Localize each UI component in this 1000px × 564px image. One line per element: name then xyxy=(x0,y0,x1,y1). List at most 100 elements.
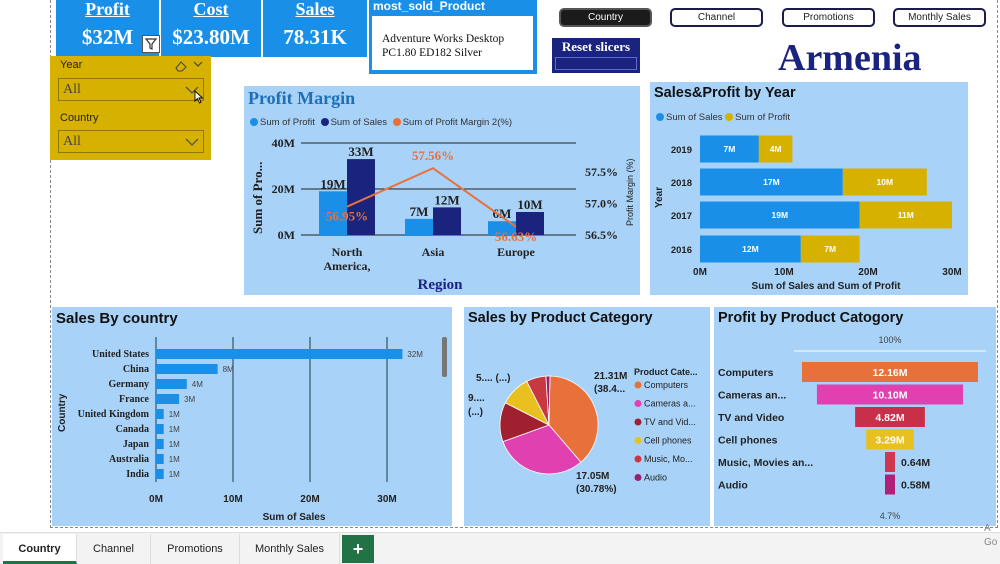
data-label: 6M xyxy=(493,206,512,221)
tab-channel[interactable]: Channel xyxy=(77,534,151,564)
y-tick-label: 2017 xyxy=(671,211,692,222)
profit-by-category-chart: 100% 4.7% 12.16M Computers 10.10M Cameras a… xyxy=(718,335,986,521)
kpi-title: Profit xyxy=(85,0,130,19)
sales-by-country-chart: Country Sum of Sales 0M 10M 20M 30M United S… xyxy=(57,337,423,523)
filter-icon[interactable] xyxy=(142,35,160,53)
data-label: 7M xyxy=(723,144,735,154)
legend-dot xyxy=(634,437,642,444)
data-label: 12M xyxy=(434,192,459,207)
chevron-down-icon xyxy=(185,86,199,94)
corner-text-line: Go xyxy=(984,537,998,548)
country-heading: Armenia xyxy=(778,37,922,79)
kpi-value: $32M xyxy=(81,25,134,49)
category-label: TV and Video xyxy=(718,412,784,424)
bar xyxy=(156,379,187,389)
data-label: 1M xyxy=(169,410,180,419)
legend-text: Cell phones xyxy=(644,436,692,446)
y-tick-label: 2019 xyxy=(671,145,692,156)
data-label: 3M xyxy=(184,395,195,404)
most-sold-title: most_sold_Product xyxy=(373,0,486,13)
funnel-top-pct: 100% xyxy=(878,335,901,345)
nav-button-channel[interactable]: Channel xyxy=(670,8,763,27)
pie-label: 5.... (...) xyxy=(476,373,510,384)
bar-profit xyxy=(859,201,952,229)
data-label: 19M xyxy=(320,176,345,191)
data-label: 4M xyxy=(192,380,203,389)
reset-slicers-button[interactable]: Reset slicers xyxy=(552,38,640,73)
country-slicer-label: Country xyxy=(60,112,99,124)
data-label: 10M xyxy=(877,177,894,187)
slicer-panel: Year All Country All xyxy=(50,56,211,160)
pie-label: (30.78%) xyxy=(576,484,617,495)
data-label: 33M xyxy=(348,144,373,159)
legend-text: TV and Vid... xyxy=(644,417,696,427)
page-tabs-bar xyxy=(0,532,1000,564)
funnel-bar xyxy=(855,407,925,427)
eraser-icon[interactable] xyxy=(174,59,188,72)
profit-by-category-panel: Profit by Product Catogory 100% 4.7% 12.… xyxy=(714,307,996,526)
sales-profit-year-chart: Year Sum of Sales and Sum of Profit 7M 4M… xyxy=(654,135,962,292)
nav-button-promotions[interactable]: Promotions xyxy=(782,8,875,27)
legend-text: Sum of Profit xyxy=(260,117,315,128)
bar xyxy=(156,439,164,449)
kpi-value: $23.80M xyxy=(172,25,250,49)
kpi-value: 78.31K xyxy=(283,25,347,49)
data-label: 1M xyxy=(169,455,180,464)
tab-country[interactable]: Country xyxy=(3,534,77,564)
x-tick-label: 10M xyxy=(774,267,793,278)
bar-profit xyxy=(800,235,860,263)
data-label: 10M xyxy=(517,197,542,212)
bar-profit xyxy=(319,191,347,235)
data-label: 7M xyxy=(410,204,429,219)
sales-by-country-panel: Sales By country Country Sum of Sales 0M… xyxy=(52,307,452,526)
y2-tick-label: 57.0% xyxy=(585,197,618,211)
data-label: 1M xyxy=(169,425,180,434)
data-label: 32M xyxy=(407,350,423,359)
reset-slicers-inner xyxy=(555,57,637,70)
y-tick-label: France xyxy=(119,394,150,405)
most-sold-line2: PC1.80 ED182 Silver xyxy=(382,47,482,59)
sales-by-category-title: Sales by Product Category xyxy=(468,310,653,326)
category-label: Music, Movies an... xyxy=(718,457,813,469)
year-slicer-label: Year xyxy=(60,59,83,71)
country-dropdown[interactable]: All xyxy=(58,130,204,153)
y-tick-label: Japan xyxy=(123,439,150,450)
corner-text-line: A xyxy=(984,523,991,534)
vertical-scrollbar[interactable] xyxy=(442,337,447,377)
x-tick-label: 30M xyxy=(377,494,396,505)
bar xyxy=(156,364,218,374)
tab-monthly-sales[interactable]: Monthly Sales xyxy=(240,534,340,564)
legend-text: Computers xyxy=(644,380,689,390)
legend-dot xyxy=(634,455,642,463)
nav-button-country[interactable]: Country xyxy=(559,8,652,27)
x-tick-label: North xyxy=(332,245,363,259)
legend-text: Audio xyxy=(644,473,667,483)
add-page-button[interactable]: + xyxy=(342,535,374,563)
x-axis-title: Sum of Sales xyxy=(263,512,326,523)
y-axis-title: Year xyxy=(654,187,665,208)
nav-button-monthly-sales[interactable]: Monthly Sales xyxy=(893,8,986,27)
profit-margin-panel: Profit Margin Sum of Profit Sum of Sales… xyxy=(244,86,640,295)
bar xyxy=(156,409,164,419)
funnel-bar xyxy=(802,362,978,382)
chevron-down-icon[interactable] xyxy=(192,57,204,69)
bar xyxy=(156,469,164,479)
sales-profit-year-legend: Sum of Sales Sum of Profit xyxy=(656,112,790,123)
country-dropdown-value: All xyxy=(63,134,81,149)
legend-item: Sum of Profit xyxy=(725,112,790,123)
bar xyxy=(156,349,403,359)
kpi-sales-card: Sales 78.31K xyxy=(263,0,367,57)
bar-profit xyxy=(758,135,793,163)
year-dropdown[interactable]: All xyxy=(58,78,204,101)
margin-label: 56.63% xyxy=(495,229,537,244)
legend-text: Sum of Sales xyxy=(666,112,723,123)
profit-margin-legend: Sum of Profit Sum of Sales Sum of Profit… xyxy=(250,117,512,128)
data-label: 8M xyxy=(223,365,234,374)
data-label: 0.64M xyxy=(901,457,930,469)
margin-label: 57.56% xyxy=(412,148,454,163)
kpi-profit-card: Profit $32M xyxy=(56,0,159,57)
category-label: Cameras an... xyxy=(718,390,786,402)
funnel-bar xyxy=(885,452,895,472)
tab-promotions[interactable]: Promotions xyxy=(151,534,240,564)
